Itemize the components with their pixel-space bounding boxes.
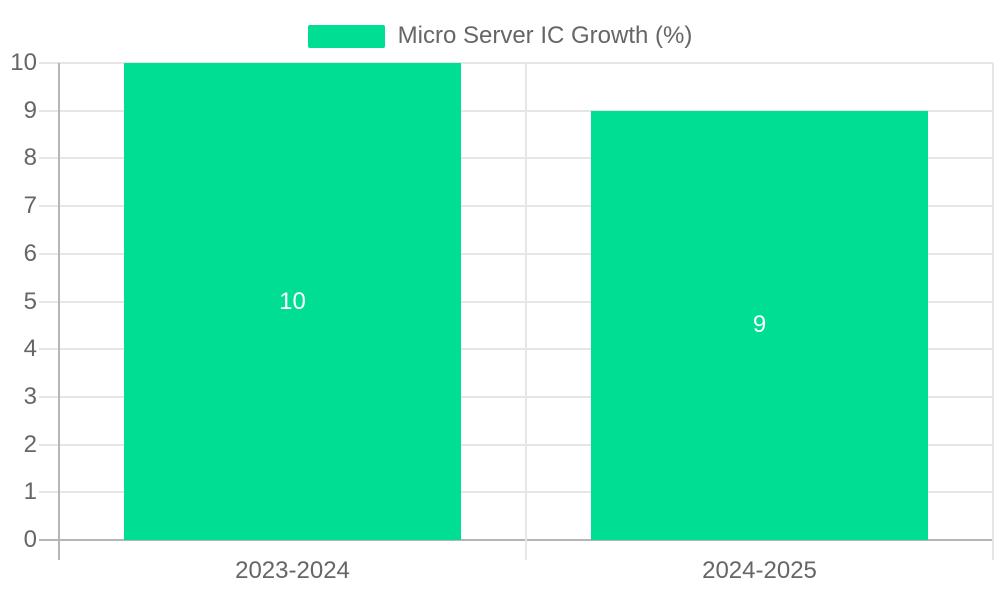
y-axis-tick [39,62,59,64]
y-axis-tick [39,300,59,303]
y-axis-tick [39,205,59,208]
y-axis-tick [39,443,59,446]
y-tick-label: 6 [23,239,37,267]
category-boundary-line [525,63,527,560]
bar-value-label: 10 [279,287,306,315]
y-axis-line [58,63,60,560]
y-tick-label: 7 [23,192,37,220]
y-axis-tick [39,395,59,398]
x-tick-label: 2023-2024 [235,557,350,584]
legend-label: Micro Server IC Growth (%) [397,22,693,49]
bar[interactable] [124,63,461,540]
y-axis-tick [39,109,59,112]
y-axis-tick [39,348,59,351]
category-boundary-line [992,63,994,560]
y-tick-label: 4 [23,335,37,363]
y-tick-label: 10 [10,49,37,76]
y-axis-tick [39,252,59,255]
y-tick-label: 1 [23,478,37,506]
x-tick-label: 2024-2025 [702,557,817,584]
legend-swatch-icon [307,24,385,48]
y-tick-label: 5 [23,287,37,315]
y-axis-tick [39,157,59,160]
legend-item[interactable]: Micro Server IC Growth (%) [0,22,1000,50]
y-tick-label: 2 [23,430,37,458]
y-tick-label: 3 [23,382,37,410]
bar-value-label: 9 [752,311,767,339]
y-tick-label: 0 [23,526,37,553]
bar[interactable] [591,110,928,540]
y-axis-tick [39,539,59,541]
y-tick-label: 8 [23,144,37,172]
y-tick-label: 9 [23,96,37,124]
y-axis-tick [39,491,59,494]
